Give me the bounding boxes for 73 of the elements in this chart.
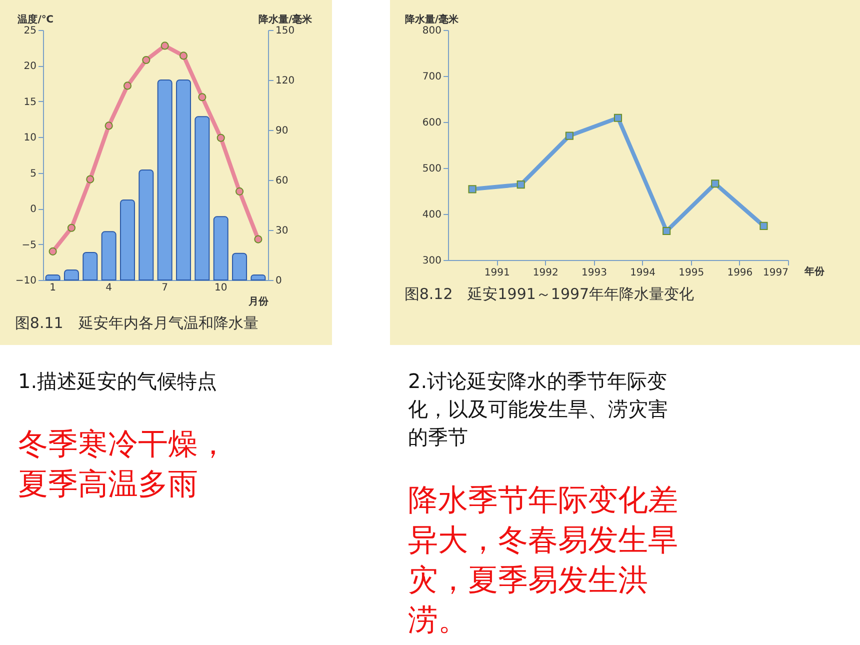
y-tick-label: 800 xyxy=(422,26,442,36)
x-tick-label: 7 xyxy=(162,282,168,294)
y-tick-label: 25 xyxy=(24,26,36,36)
point xyxy=(468,185,476,194)
y-tick-label: 15 xyxy=(24,96,36,108)
y2-tick-label: 60 xyxy=(276,176,288,186)
point xyxy=(104,122,113,130)
y2-axis-title: 降水量/毫米 xyxy=(258,14,314,26)
point xyxy=(760,222,768,230)
point xyxy=(614,114,622,122)
y-tick-label: 0 xyxy=(30,204,36,216)
bar xyxy=(101,231,116,280)
point xyxy=(565,132,574,140)
y-axis-title: 温度/℃ xyxy=(16,14,54,26)
point xyxy=(123,82,132,90)
x-tick-label: 1997 xyxy=(763,268,788,278)
point xyxy=(48,247,57,256)
point xyxy=(216,134,225,142)
y-tick-label: 5 xyxy=(30,168,36,180)
y-tick-label: 400 xyxy=(422,210,442,220)
point xyxy=(235,187,244,196)
point xyxy=(179,52,188,60)
bar xyxy=(232,252,248,280)
y2-tick-label: 30 xyxy=(276,226,288,236)
x-tick-label: 1995 xyxy=(678,268,704,278)
point xyxy=(198,93,206,102)
x-tick-label: 1993 xyxy=(581,268,607,278)
y2-tick-label: 120 xyxy=(276,76,295,86)
point xyxy=(662,226,671,236)
text: 图8.11 延安年内各月气温和降水量 xyxy=(14,314,258,332)
point xyxy=(160,42,169,50)
point xyxy=(711,180,720,188)
point xyxy=(86,175,94,184)
y-tick-label: 20 xyxy=(24,61,36,72)
y-tick-label: 500 xyxy=(422,164,442,174)
y-tick-label: −10 xyxy=(15,276,36,286)
y-tick-label: 600 xyxy=(422,118,442,128)
bar xyxy=(157,80,172,280)
text: 图8.12 延安1991～1997年年降水量变化 xyxy=(404,285,694,303)
y-tick-label: 700 xyxy=(422,72,442,82)
bar xyxy=(82,252,98,280)
y2-tick-label: 0 xyxy=(276,276,282,286)
text: 冬季寒冷干燥，夏季高温多雨 xyxy=(17,426,229,504)
y-tick-label: 10 xyxy=(24,132,36,144)
y2-tick-label: 90 xyxy=(276,126,288,136)
bar xyxy=(176,80,192,280)
y-axis-title: 降水量/毫米 xyxy=(404,14,460,26)
text: 降水季节年际变化差异大，冬春易发生旱灾，夏季易发生洪涝。 xyxy=(407,482,679,640)
x-tick-label: 1996 xyxy=(727,268,753,278)
point xyxy=(67,224,76,232)
bar xyxy=(45,274,60,280)
x-axis-title: 月份 xyxy=(248,296,270,308)
bar xyxy=(138,170,154,280)
x-tick-label: 1991 xyxy=(484,268,510,278)
bar xyxy=(213,216,228,280)
point xyxy=(254,235,262,244)
text: 1.描述延安的气候特点 xyxy=(17,368,218,395)
bar xyxy=(64,270,79,280)
y-tick-label: 300 xyxy=(422,256,442,266)
x-tick-label: 10 xyxy=(214,282,228,294)
y2-tick-label: 150 xyxy=(276,26,295,36)
bar xyxy=(250,274,266,280)
point xyxy=(516,180,525,189)
y-tick-label: −5 xyxy=(22,240,36,251)
x-tick-label: 4 xyxy=(106,282,112,294)
x-tick-label: 1 xyxy=(50,282,56,294)
bar xyxy=(120,200,135,280)
text: 2.讨论延安降水的季节年际变化，以及可能发生旱、涝灾害的季节 xyxy=(407,368,669,451)
bar xyxy=(194,116,210,280)
point xyxy=(142,56,150,64)
x-tick-label: 1992 xyxy=(532,268,558,278)
x-tick-label: 1994 xyxy=(630,268,656,278)
x-axis-title: 年份 xyxy=(804,266,826,278)
